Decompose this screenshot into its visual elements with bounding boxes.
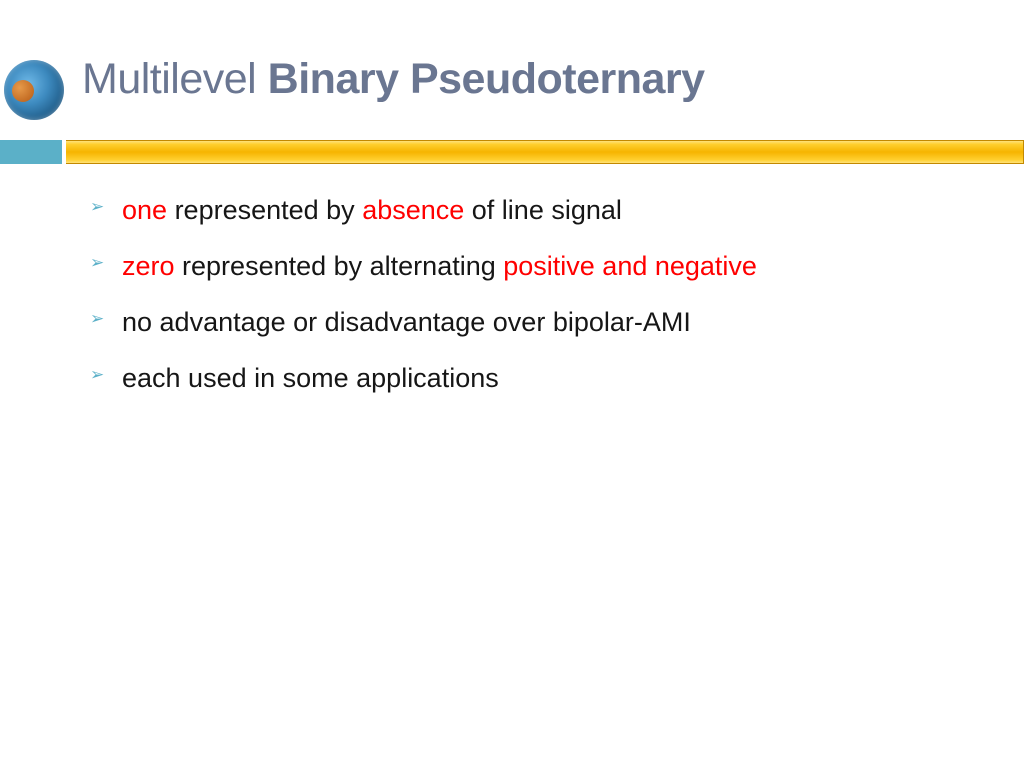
bullet-text: of line signal [464, 195, 622, 225]
list-item: zero represented by alternating positive… [90, 246, 984, 288]
horizontal-rule-bar [66, 140, 1024, 164]
list-item: one represented by absence of line signa… [90, 190, 984, 232]
bullet-text-red: absence [362, 195, 464, 225]
bullet-text-red: positive and negative [503, 251, 757, 281]
title-light: Multilevel [82, 55, 268, 103]
bullet-text-red: one [122, 195, 167, 225]
title-bold: Binary Pseudoternary [268, 55, 705, 103]
slide: Multilevel Binary Pseudoternary one repr… [0, 0, 1024, 768]
list-item: no advantage or disadvantage over bipola… [90, 302, 984, 344]
bullet-text: represented by [167, 195, 362, 225]
accent-block [0, 140, 62, 164]
slide-title: Multilevel Binary Pseudoternary [82, 55, 705, 104]
bullet-text: represented by alternating [175, 251, 504, 281]
bullet-text: no advantage or disadvantage over bipola… [122, 307, 691, 337]
list-item: each used in some applications [90, 358, 984, 400]
globe-logo-icon [4, 60, 64, 120]
bullet-text: each used in some applications [122, 363, 499, 393]
bullet-list: one represented by absence of line signa… [90, 190, 984, 399]
slide-content: one represented by absence of line signa… [90, 190, 984, 413]
bullet-text-red: zero [122, 251, 175, 281]
